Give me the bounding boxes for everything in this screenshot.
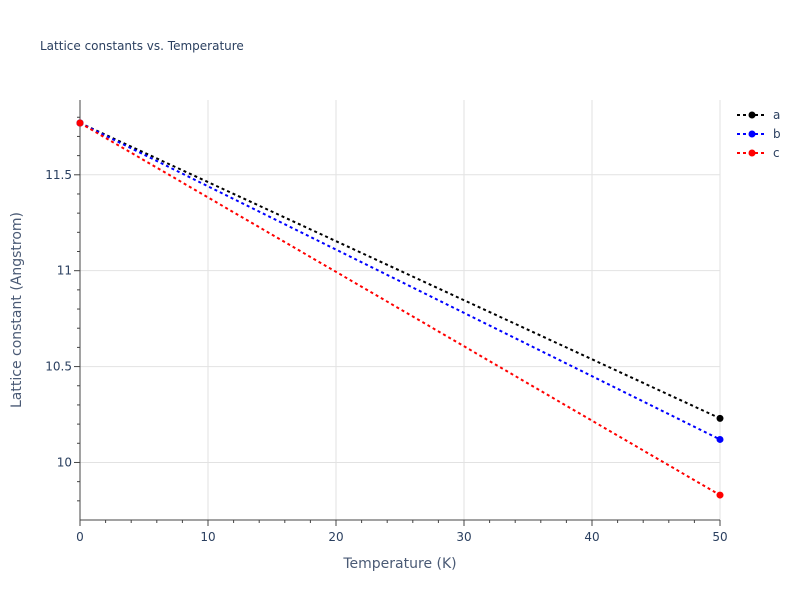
x-tick-label: 50 [712,530,727,544]
x-tick-label: 40 [584,530,599,544]
x-tick-label: 0 [76,530,84,544]
chart-title: Lattice constants vs. Temperature [40,39,244,53]
legend-item-a[interactable]: a [737,108,780,122]
legend-swatch-marker [748,149,756,157]
series-b-point [716,435,724,443]
legend-item-c[interactable]: c [737,146,780,160]
series-b-line [79,122,721,441]
axes: 0 10 20 30 40 50 10 10.5 11 11.5 [45,100,728,544]
series-a-point [716,414,724,422]
x-tick-label: 30 [456,530,471,544]
series-c-point [716,491,724,499]
x-tick-label: 10 [200,530,215,544]
legend-item-b[interactable]: b [737,127,781,141]
x-axis-title: Temperature (K) [342,556,456,572]
legend-label: c [773,146,780,160]
y-tick-label: 11 [57,264,72,278]
y-tick-label: 11.5 [45,168,72,182]
x-tick-label: 20 [328,530,343,544]
legend-label: b [773,127,781,141]
series-c-line [79,122,721,496]
legend-swatch-marker [748,111,756,119]
y-axis-title: Lattice constant (Angstrom) [9,212,25,408]
grid [80,100,721,520]
series-c-point [76,119,84,127]
legend-label: a [773,108,780,122]
legend[interactable]: abc [737,108,781,160]
legend-swatch-marker [748,130,756,138]
plot-area [76,119,724,499]
y-tick-label: 10.5 [45,360,72,374]
y-tick-label: 10 [57,455,72,469]
